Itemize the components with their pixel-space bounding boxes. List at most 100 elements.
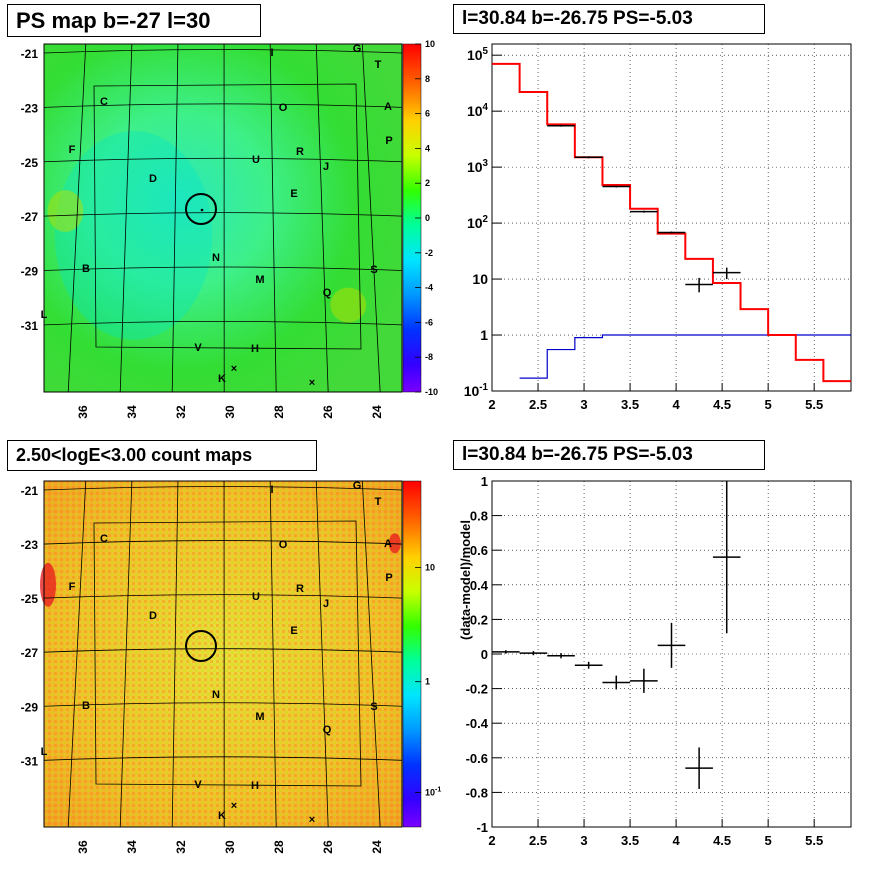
source-label: V [194,779,202,791]
source-label: B [82,263,90,275]
colorbar-tick-label: 10 [425,39,435,49]
source-label: G [353,480,362,492]
y-tick-label: 103 [467,158,489,175]
source-label: N [212,689,220,701]
map-x-tick-label: 24 [370,405,384,419]
source-label: U [252,154,260,166]
y-tick-label: 0.2 [470,612,488,627]
map-x-tick-label: 32 [174,405,188,419]
source-label: O [279,539,288,551]
x-tick-label: 4.5 [713,833,731,848]
map-longitude-line [171,480,179,828]
map-longitude-line [119,480,133,828]
map-y-tick-label: -31 [21,754,39,768]
residual-title: l=30.84 b=-26.75 PS=-5.03 [453,440,765,470]
source-cross: × [231,363,237,375]
map-hotspot [388,533,401,554]
map-longitude-line [67,480,87,828]
map-y-tick-label: -23 [21,538,39,552]
source-cross: × [231,800,237,812]
map-y-tick-label: -29 [21,700,39,714]
map-background [44,44,402,392]
spectrum-title: l=30.84 b=-26.75 PS=-5.03 [453,4,765,34]
map-latitude-line [43,594,403,599]
source-label: V [194,342,202,354]
residual-panel: -1 -0.8 -0.6 -0.4 -0.2 0 0.2 0.4 0.6 0.8 1 2 2.5 3 3.5… [458,474,852,848]
map-latitude-line [43,702,403,707]
roi-outline [93,83,362,350]
y-tick-label: 1 [480,327,488,343]
source-label: R [296,583,304,595]
colorbar-tick-label: 2 [425,178,430,188]
x-tick-label: 5.5 [805,833,823,848]
source-label: C [100,533,108,545]
y-tick-label: 0.4 [470,578,489,593]
x-tick-label: 4 [672,397,680,412]
map-longitude-line [171,43,179,393]
source-label: G [353,43,362,55]
map-longitude-line [361,480,381,828]
map-latitude-line [43,756,403,761]
map-y-tick-label: -23 [21,101,39,115]
map-x-tick-label: 26 [321,840,335,854]
map-longitude-line [269,480,277,828]
map-x-tick-label: 36 [76,405,90,419]
x-tick-label: 3 [580,833,587,848]
map-y-tick-label: -25 [21,156,39,170]
target-circle [185,193,217,225]
map-latitude-line [43,540,403,545]
source-label: A [384,101,392,113]
source-label: R [296,146,304,158]
x-tick-label: 2.5 [529,833,547,848]
map-y-tick-label: -21 [21,484,39,498]
x-tick-label: 2 [488,833,495,848]
map-latitude-line [43,103,403,108]
source-label: M [255,711,264,723]
roi-outline [93,520,362,787]
colorbar-tick-label: 4 [425,143,430,153]
y-tick-label: 10-1 [464,382,489,399]
source-label: K [218,373,226,385]
map-x-tick-label: 32 [174,840,188,854]
y-tick-label: -1 [476,820,488,835]
map-longitude-line [67,43,87,393]
model-blue-histogram [519,334,851,379]
y-tick-label: -0.8 [466,785,488,800]
source-label: M [255,274,264,286]
colorbar-tick-label: 10-1 [425,786,441,797]
map-x-tick-label: 36 [76,840,90,854]
map-x-tick-label: 30 [223,405,237,419]
source-label: I [270,47,273,59]
y-tick-label: 0.8 [470,509,488,524]
map-longitude-line [315,480,329,828]
map-x-tick-label: 34 [125,840,139,854]
map-longitude-line [361,43,381,393]
colorbar-frame [402,480,422,828]
colorbar-tick-label: -10 [425,387,438,397]
plot-frame [491,43,852,392]
source-label: S [370,264,377,276]
colorbar-tick-label: -8 [425,352,433,362]
y-tick-label: 102 [467,214,489,231]
target-center [200,208,204,212]
count-map-title: 2.50<logE<3.00 count maps [7,440,317,471]
colorbar-tick-label: -6 [425,317,433,327]
colorbar-tick-label: -4 [425,283,433,293]
map-latitude-line [43,266,403,271]
ps-map-title: PS map b=-27 l=30 [7,4,261,37]
spectrum-panel: 2 2.5 3 3.5 4 4.5 5 5.5 10-1 1 10 102 103 104 105 [464,43,852,412]
colorbar-tick-label: 0 [425,213,430,223]
colorbar-tick-label: 6 [425,109,430,119]
map-longitude-line [119,43,133,393]
map-longitude-line [315,43,329,393]
source-label: T [375,496,382,508]
source-label: Q [323,724,332,736]
source-label: Q [323,287,332,299]
map-hotspot [40,562,56,607]
y-tick-label: -0.6 [466,751,488,766]
y-tick-label: 105 [467,46,489,63]
source-label: N [212,252,220,264]
map-latitude-line [43,648,403,653]
source-label: I [270,484,273,496]
x-tick-label: 3 [580,397,587,412]
